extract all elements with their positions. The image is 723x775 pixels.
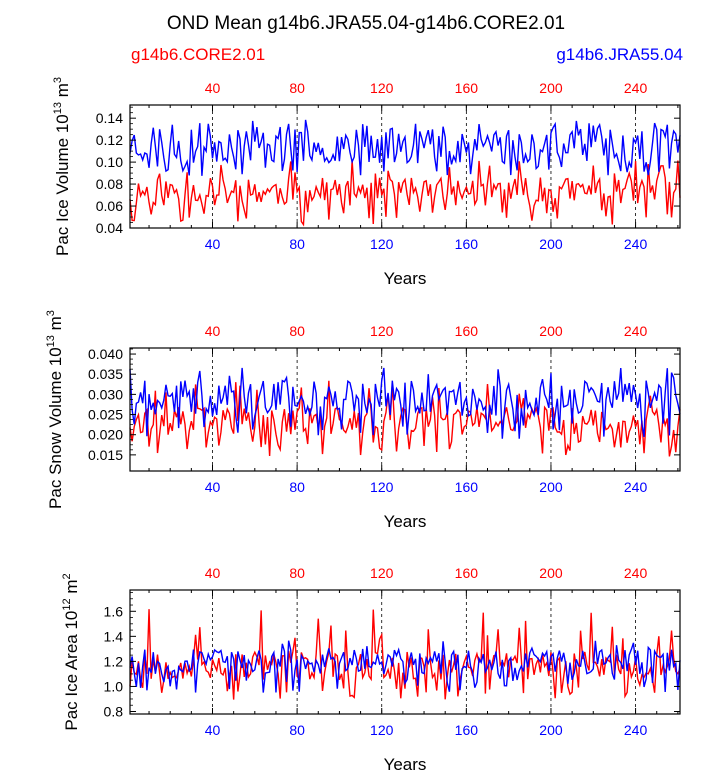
x-tick-label-bottom: 120 bbox=[370, 722, 394, 738]
series-line-core bbox=[129, 380, 681, 457]
x-tick-label-bottom: 240 bbox=[624, 722, 648, 738]
y-tick-label: 1.6 bbox=[104, 603, 124, 619]
x-tick-label-top: 160 bbox=[455, 565, 479, 581]
x-tick-label-bottom: 160 bbox=[455, 236, 479, 252]
y-tick-label: 0.030 bbox=[88, 386, 123, 402]
y-tick-label: 0.14 bbox=[96, 110, 123, 126]
y-tick-label: 0.10 bbox=[96, 154, 123, 170]
x-tick-label-top: 160 bbox=[455, 323, 479, 339]
panel-3: 40 80 120 160 200 240 40 80 120 160 200 240 0.8 1.0 1.… bbox=[61, 565, 681, 774]
panels: 40 80 120 160 200 240 40 80 120 160 200 240 0.04 0.06… bbox=[45, 77, 681, 774]
x-tick-label-bottom: 200 bbox=[539, 479, 563, 495]
x-tick-label-top: 240 bbox=[624, 323, 648, 339]
y-tick-label: 0.040 bbox=[88, 346, 123, 362]
x-tick-label-bottom: 40 bbox=[205, 236, 221, 252]
y-axis-title: Pac Ice Area 1012 m2 bbox=[61, 573, 81, 730]
x-tick-label-bottom: 80 bbox=[289, 722, 305, 738]
x-tick-label-top: 40 bbox=[205, 323, 221, 339]
y-tick-label: 1.4 bbox=[104, 628, 124, 644]
plot-frame bbox=[129, 104, 681, 229]
y-tick-label: 1.2 bbox=[104, 653, 124, 669]
series-line-core bbox=[129, 609, 681, 700]
x-tick-label-bottom: 240 bbox=[624, 236, 648, 252]
y-tick-label: 0.020 bbox=[88, 427, 123, 443]
series-line-jra bbox=[129, 367, 681, 439]
x-axis-title: Years bbox=[384, 269, 427, 288]
y-tick-label: 1.0 bbox=[104, 678, 124, 694]
y-axis-title: Pac Snow Volume 1013 m3 bbox=[45, 310, 65, 509]
y-tick-label: 0.12 bbox=[96, 132, 123, 148]
x-tick-label-top: 160 bbox=[455, 80, 479, 96]
x-tick-label-bottom: 40 bbox=[205, 479, 221, 495]
x-tick-label-bottom: 160 bbox=[455, 722, 479, 738]
x-axis-title: Years bbox=[384, 512, 427, 531]
x-tick-label-top: 120 bbox=[370, 80, 394, 96]
x-tick-label-top: 120 bbox=[370, 565, 394, 581]
y-tick-label: 0.06 bbox=[96, 198, 123, 214]
x-tick-label-bottom: 40 bbox=[205, 722, 221, 738]
series-line-jra bbox=[129, 640, 681, 693]
x-tick-label-top: 200 bbox=[539, 323, 563, 339]
panel-1: 40 80 120 160 200 240 40 80 120 160 200 240 0.04 0.06… bbox=[52, 77, 681, 288]
x-tick-label-top: 200 bbox=[539, 565, 563, 581]
x-tick-label-bottom: 200 bbox=[539, 722, 563, 738]
y-tick-label: 0.08 bbox=[96, 176, 123, 192]
x-tick-label-top: 80 bbox=[289, 80, 305, 96]
x-tick-label-top: 80 bbox=[289, 565, 305, 581]
x-axis-title: Years bbox=[384, 755, 427, 774]
x-tick-label-bottom: 160 bbox=[455, 479, 479, 495]
y-tick-label: 0.025 bbox=[88, 407, 123, 423]
x-tick-label-bottom: 240 bbox=[624, 479, 648, 495]
series-line-jra bbox=[129, 119, 681, 176]
series-line-core bbox=[129, 159, 681, 227]
chart-title: OND Mean g14b6.JRA55.04-g14b6.CORE2.01 bbox=[167, 13, 565, 34]
x-tick-label-bottom: 120 bbox=[370, 479, 394, 495]
legend-jra: g14b6.JRA55.04 bbox=[556, 45, 683, 64]
x-tick-label-top: 80 bbox=[289, 323, 305, 339]
x-tick-label-top: 120 bbox=[370, 323, 394, 339]
legend-core: g14b6.CORE2.01 bbox=[131, 45, 265, 64]
x-tick-label-top: 40 bbox=[205, 565, 221, 581]
y-axis-title: Pac Ice Volume 1013 m3 bbox=[52, 77, 72, 256]
x-tick-label-top: 240 bbox=[624, 80, 648, 96]
y-tick-label: 0.035 bbox=[88, 366, 123, 382]
y-tick-label: 0.04 bbox=[96, 220, 123, 236]
x-tick-label-bottom: 80 bbox=[289, 479, 305, 495]
x-tick-label-top: 240 bbox=[624, 565, 648, 581]
x-tick-label-bottom: 200 bbox=[539, 236, 563, 252]
plot-frame bbox=[129, 589, 681, 715]
x-tick-label-bottom: 80 bbox=[289, 236, 305, 252]
y-tick-label: 0.8 bbox=[104, 703, 124, 719]
y-tick-label: 0.015 bbox=[88, 447, 123, 463]
panel-2: 40 80 120 160 200 240 40 80 120 160 200 240 0.015 0.0… bbox=[45, 310, 681, 531]
x-tick-label-top: 40 bbox=[205, 80, 221, 96]
x-tick-label-top: 200 bbox=[539, 80, 563, 96]
x-tick-label-bottom: 120 bbox=[370, 236, 394, 252]
